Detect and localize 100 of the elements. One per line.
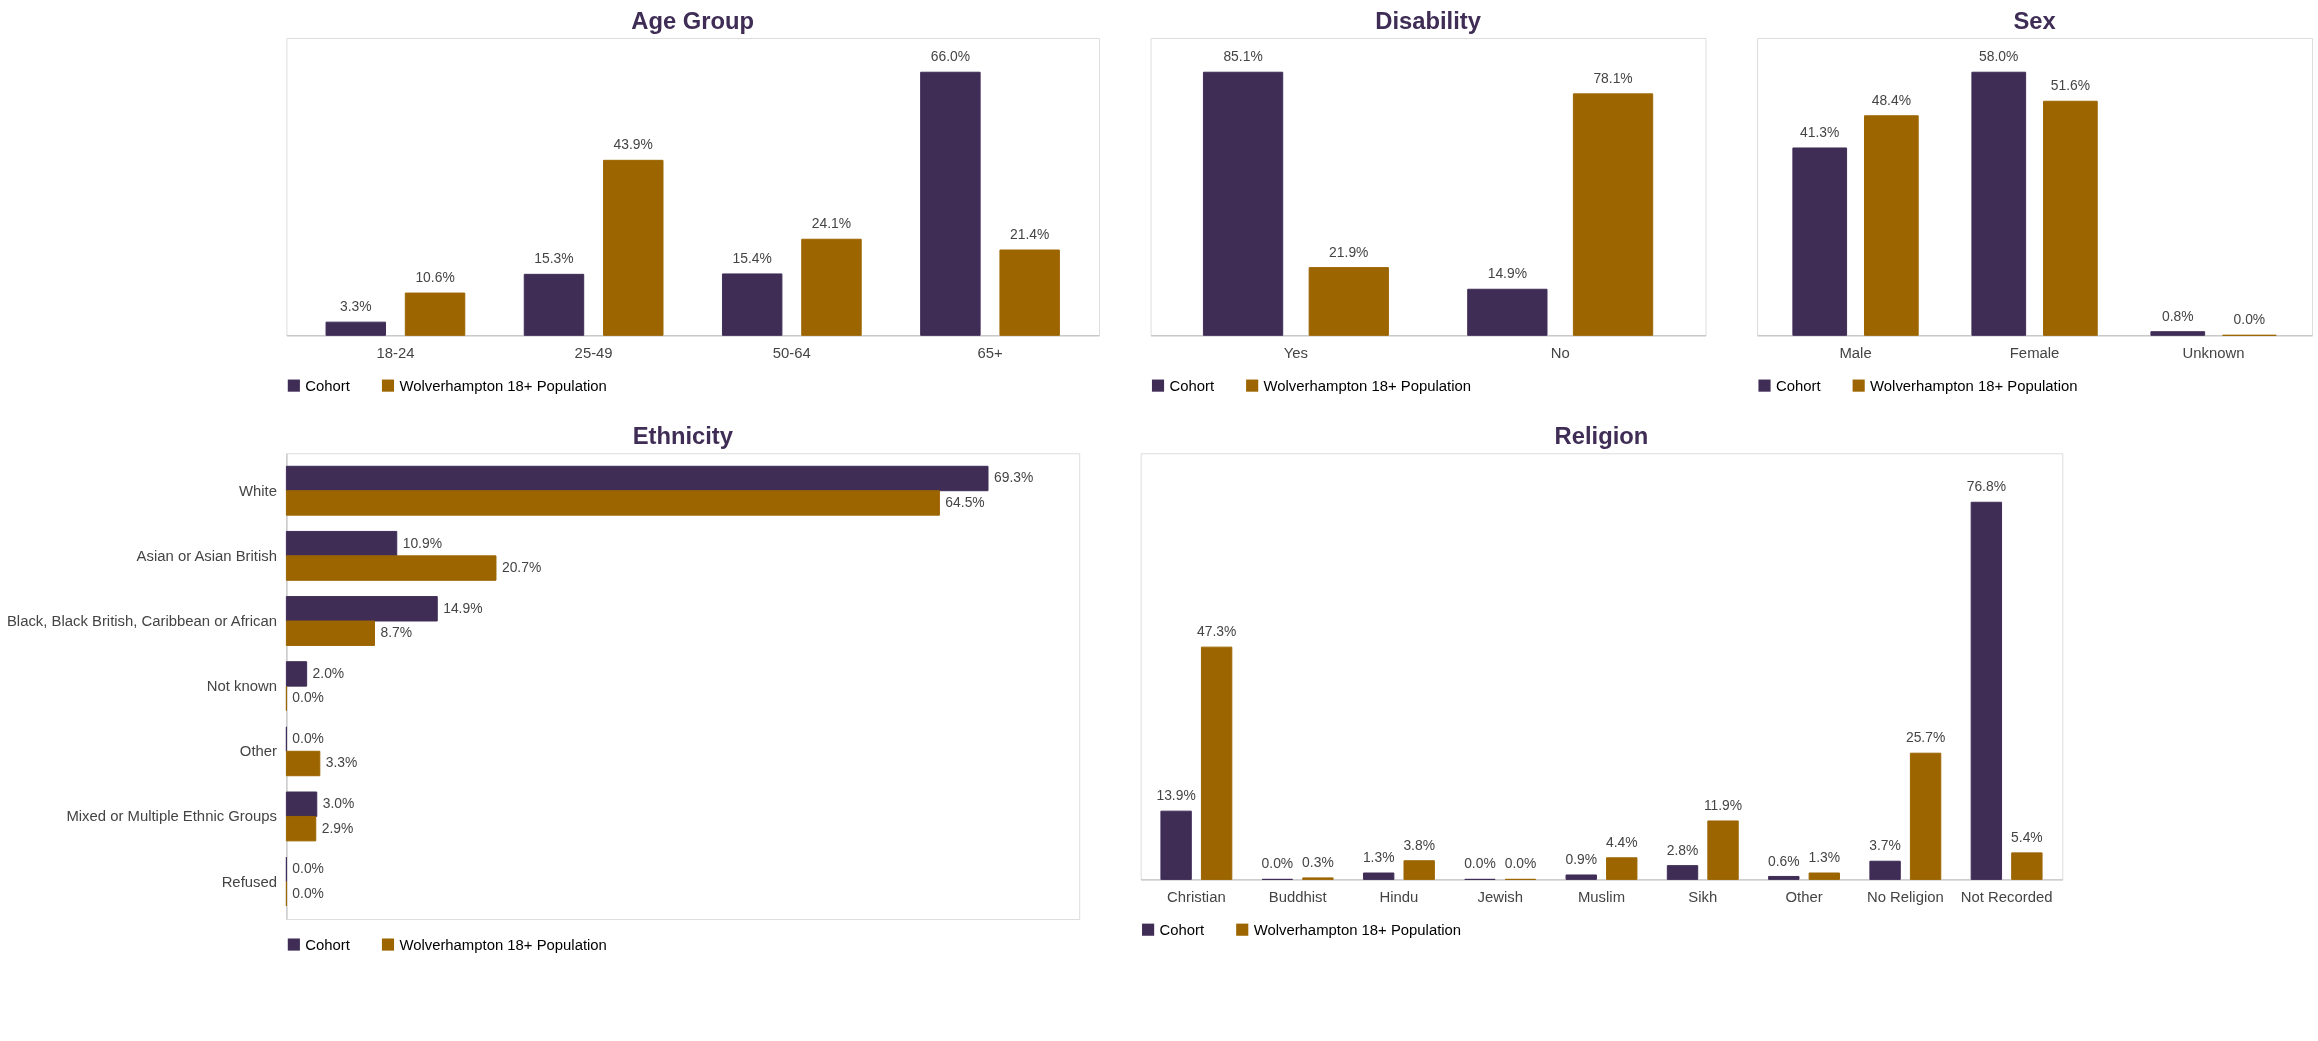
legend-label: Wolverhampton 18+ Population (1253, 921, 1462, 938)
data-label: 0.9% (1565, 851, 1598, 868)
legend-label: Wolverhampton 18+ Population (399, 377, 607, 394)
data-label: 43.9% (613, 136, 653, 153)
x-tick-label: No (1550, 344, 1570, 361)
data-label: 85.1% (1223, 48, 1263, 65)
bar (801, 238, 862, 336)
data-label: 76.8% (1966, 478, 2007, 495)
data-label: 78.1% (1593, 69, 1633, 86)
data-label: 0.0% (1261, 855, 1294, 872)
bar (1864, 115, 1919, 336)
bar (1909, 752, 1942, 880)
bar (285, 791, 318, 817)
data-label: 10.6% (415, 269, 455, 286)
data-label: 3.0% (322, 795, 355, 812)
data-label: 3.3% (339, 298, 372, 315)
bar (1869, 860, 1901, 880)
bar (1308, 267, 1389, 336)
data-label: 47.3% (1196, 623, 1237, 640)
x-tick-label: Buddhist (1268, 888, 1328, 905)
legend-label: Wolverhampton 18+ Population (1263, 377, 1472, 394)
data-label: 2.8% (1666, 841, 1699, 858)
bar (721, 273, 783, 336)
x-tick-label: 18-24 (376, 344, 415, 361)
data-label: 0.0% (292, 730, 324, 747)
bar (404, 292, 466, 336)
bar (1200, 646, 1233, 880)
y-tick-label: Black, Black British, Caribbean or African (6, 612, 277, 629)
bar (1808, 872, 1840, 880)
data-label: 4.4% (1605, 833, 1638, 850)
bar (285, 661, 308, 687)
data-label: 1.3% (1362, 849, 1395, 866)
data-label: 15.3% (534, 250, 574, 267)
data-label: 2.0% (312, 664, 345, 681)
bar (285, 555, 497, 581)
data-label: 11.9% (1703, 797, 1743, 814)
data-label: 0.8% (2161, 307, 2194, 324)
data-label: 41.3% (1800, 124, 1840, 141)
x-tick-label: Muslim (1577, 888, 1626, 905)
bar (1768, 875, 1800, 880)
data-label: 8.7% (380, 624, 413, 641)
bar (285, 530, 398, 557)
data-label: 25.7% (1905, 729, 1946, 746)
bar (285, 596, 438, 622)
bar (325, 321, 387, 336)
bar (2011, 852, 2043, 880)
data-label: 69.3% (993, 469, 1034, 486)
data-label: 58.0% (1979, 48, 2019, 65)
bar (2043, 100, 2098, 336)
data-label: 24.1% (811, 215, 852, 232)
bar (285, 490, 940, 516)
bar (285, 620, 375, 646)
data-label: 2.9% (321, 819, 354, 836)
bar (1970, 501, 2003, 880)
legend-label: Cohort (1775, 377, 1822, 394)
y-tick-label: Mixed or Multiple Ethnic Groups (66, 808, 277, 825)
data-label: 21.4% (1010, 226, 1050, 243)
data-label: 1.3% (1808, 849, 1841, 866)
data-label: 21.9% (1329, 243, 1369, 260)
y-tick-label: Not known (206, 678, 277, 695)
bar (1565, 874, 1597, 880)
x-tick-label: Sikh (1688, 888, 1718, 905)
legend-label: Cohort (1169, 377, 1215, 394)
y-tick-label: Other (239, 743, 278, 760)
x-tick-label: Christian (1167, 888, 1226, 905)
bar (999, 249, 1060, 336)
x-tick-label: Jewish (1477, 888, 1523, 905)
bar (285, 465, 989, 492)
bar (1403, 860, 1435, 880)
bar (285, 750, 321, 777)
data-label: 0.0% (2233, 311, 2266, 328)
x-tick-label: 25-49 (574, 344, 613, 361)
x-tick-label: No Religion (1866, 888, 1944, 905)
legend-label: Cohort (305, 936, 351, 953)
data-label: 5.4% (2011, 828, 2043, 845)
y-tick-label: Asian or Asian British (136, 547, 277, 564)
data-label: 13.9% (1156, 787, 1196, 804)
data-label: 48.4% (1871, 91, 1912, 108)
data-label: 3.7% (1869, 837, 1901, 854)
legend-label: Wolverhampton 18+ Population (399, 936, 607, 953)
data-label: 14.9% (443, 599, 483, 616)
bar (2150, 331, 2206, 336)
data-label: 0.3% (1302, 854, 1334, 871)
x-tick-label: Other (1785, 888, 1823, 905)
x-tick-label: Male (1839, 344, 1872, 361)
data-label: 0.0% (292, 860, 324, 877)
legend-label: Wolverhampton 18+ Population (1870, 377, 2078, 394)
data-label: 0.0% (1504, 855, 1537, 872)
data-label: 15.4% (732, 250, 772, 267)
x-tick-label: Hindu (1379, 888, 1419, 905)
data-label: 14.9% (1487, 265, 1527, 282)
bar (285, 815, 317, 842)
bar (1792, 147, 1848, 336)
bar (920, 71, 981, 336)
bar (1467, 288, 1548, 336)
data-label: 10.9% (402, 534, 443, 551)
bar (1362, 872, 1395, 880)
bar (523, 273, 585, 336)
bar (1572, 93, 1654, 336)
bar (603, 159, 664, 336)
